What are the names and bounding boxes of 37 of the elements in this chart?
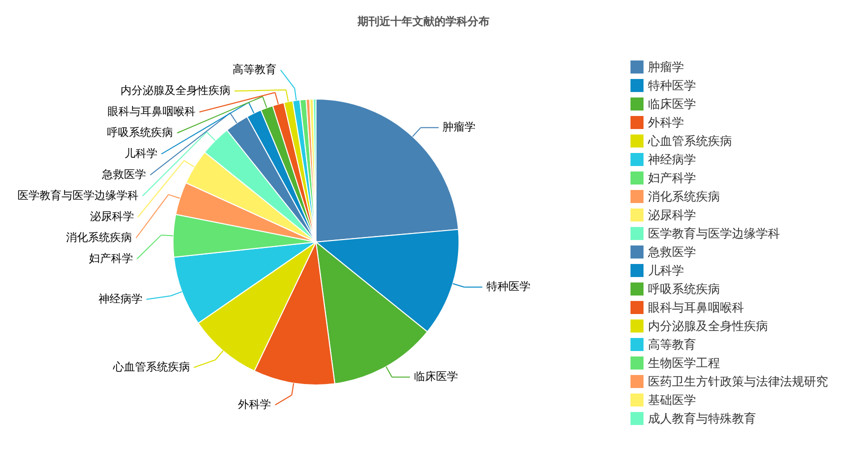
category-label: 特种医学 [648,78,696,92]
slice-label: 内分泌腺及全身性疾病 [120,84,230,97]
category-label: 肿瘤学 [648,60,684,74]
slice-label: 妇产科学 [88,252,133,265]
legend-label: 成人教育与特殊教育 [648,412,756,426]
legend-label: 基础医学 [648,393,696,407]
slice-label: 急救医学 [101,168,146,181]
legend-label: 儿科学 [648,264,684,278]
legend-label: 消化系统疾病 [648,190,720,204]
legend-label: 生物医学工程 [648,356,720,370]
category-label: 临床医学 [648,97,696,111]
legend-label: 临床医学 [414,370,458,384]
legend-label: 眼科与耳鼻咽喉科 [648,300,744,314]
legend-label: 医药卫生方针政策与法律法规研究 [648,374,828,388]
chart-title: 期刊近十年文献的学科分布 [356,15,490,28]
slice-label: 外科学 [238,398,272,411]
legend-label: 特种医学 [486,280,530,294]
legend-label: 医学教育与医学边缘学科 [648,226,780,240]
legend-label: 呼吸系统疾病 [648,282,720,296]
slice-label: 心血管系统疾病 [112,360,190,374]
legend-label: 急救医学 [647,245,696,259]
slice-label: 神经病学 [98,292,142,306]
slice-label: 儿科学 [124,147,158,160]
slice-label: 医学教育与医学边缘学科 [18,189,139,202]
legend-label: 心血管系统疾病 [647,134,732,148]
slice-label: 消化系统疾病 [66,231,132,244]
slice-label: 高等教育 [232,63,277,76]
legend-label: 妇产科学 [648,171,696,185]
legend-label: 高等教育 [648,338,696,352]
slice-label: 泌尿科学 [90,210,134,223]
legend-label: 肿瘤学 [442,120,476,134]
legend-label: 泌尿科学 [648,208,696,222]
legend-label: 内分泌腺及全身性疾病 [648,319,768,333]
legend-label: 神经病学 [648,152,696,166]
legend-label: 外科学 [648,116,684,130]
slice-label: 眼科与耳鼻咽喉科 [107,105,196,118]
slice-label: 呼吸系统疾病 [107,126,174,139]
